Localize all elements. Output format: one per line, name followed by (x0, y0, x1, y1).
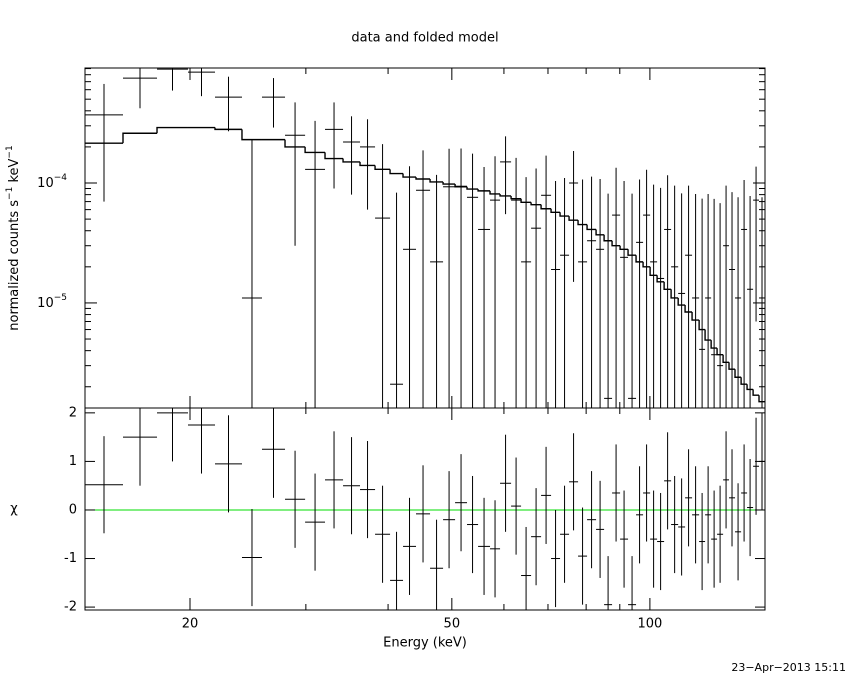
model-step (728, 362, 736, 370)
model-step (304, 146, 326, 154)
model-step (752, 389, 760, 396)
model-step (627, 249, 637, 256)
tick-exponent: −5 (54, 292, 67, 302)
model-step (568, 216, 579, 221)
model-step (635, 255, 644, 263)
model-step (510, 195, 522, 200)
x-tick-label: 100 (637, 617, 662, 632)
y-tick-label: 10−4 (37, 173, 67, 191)
model-step (698, 320, 706, 331)
model-step (415, 177, 431, 180)
y-tick-label: 1 (69, 454, 77, 469)
model-step (550, 208, 561, 213)
tick-base: 10 (37, 176, 54, 191)
model-step (716, 348, 724, 356)
y-tick-label: -2 (64, 600, 77, 615)
model-step (530, 202, 542, 206)
model-step (389, 169, 404, 175)
model-step (214, 127, 242, 131)
residual-marks (85, 408, 765, 610)
y-axis-label: normalized counts s−1 keV−1 (5, 145, 22, 330)
spectrum-marks (85, 68, 765, 408)
model-step (684, 305, 693, 313)
top-frame (84, 67, 766, 409)
model-step (122, 132, 158, 144)
tick-exponent: −4 (54, 173, 68, 183)
model-step (691, 312, 700, 321)
model-step (342, 158, 361, 163)
model-step (559, 212, 570, 217)
model-step (489, 190, 501, 195)
model-step (746, 384, 754, 391)
model-step (704, 329, 712, 341)
model-step (324, 152, 344, 160)
y-tick-label: -1 (64, 551, 77, 566)
model-step (477, 189, 491, 192)
model-step (677, 297, 686, 306)
residual-axis-label: χ (10, 502, 18, 517)
tick-base: 10 (37, 295, 54, 310)
model-step (656, 275, 665, 283)
model-step (454, 184, 468, 188)
x-axis-label: Energy (keV) (383, 636, 467, 651)
model-step (642, 261, 651, 268)
model-step (241, 129, 262, 141)
chart-title: data and folded model (351, 31, 498, 46)
model-step (466, 186, 479, 190)
model-step (284, 139, 306, 148)
model-step (649, 266, 658, 276)
model-step (402, 173, 417, 178)
model-step (722, 354, 730, 363)
model-step (619, 245, 629, 251)
model-step (577, 220, 588, 226)
y-tick-label: 2 (69, 405, 77, 420)
model-step (520, 198, 532, 204)
model-step (670, 289, 679, 299)
model-step (359, 161, 376, 167)
model-step (758, 395, 765, 403)
model-step (595, 229, 605, 236)
model-step (740, 377, 748, 385)
bottom-frame (84, 407, 766, 611)
model-step (442, 181, 456, 185)
model-step (586, 224, 597, 231)
model-step (710, 340, 718, 349)
model-step (611, 240, 621, 247)
x-tick-label: 20 (182, 617, 199, 632)
model-step (734, 369, 742, 378)
model-step (499, 193, 512, 197)
model-step (156, 126, 188, 134)
model-step (663, 281, 672, 290)
model-step (603, 234, 613, 242)
x-tick-label: 50 (444, 617, 461, 632)
model-step (540, 204, 552, 210)
y-tick-label: 10−5 (37, 292, 67, 310)
model-step (374, 165, 391, 171)
timestamp: 23−Apr−2013 15:11 (731, 661, 846, 674)
y-tick-label: 0 (69, 502, 77, 517)
model-step (429, 179, 444, 183)
